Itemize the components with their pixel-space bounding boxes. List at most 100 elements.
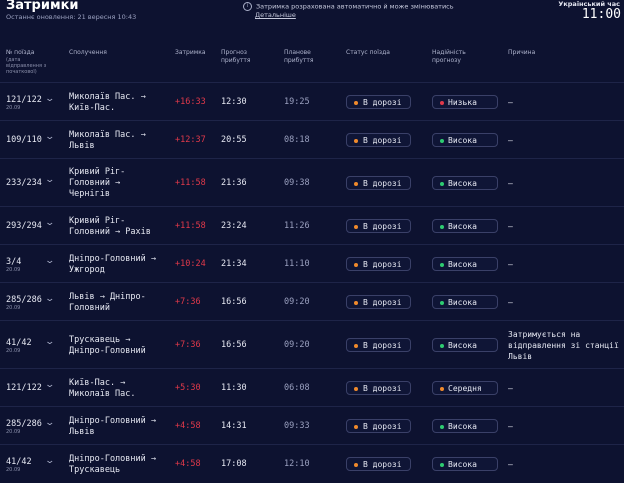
route: Миколаїв Пас. → Київ-Пас. — [69, 92, 146, 113]
status-text: В дорозі — [363, 179, 402, 188]
col-planned-header: Планове прибуття — [284, 49, 314, 64]
reason: — — [508, 298, 513, 307]
status-dot — [354, 344, 358, 348]
reliability-dot — [440, 387, 444, 391]
planned-value: 09:33 — [284, 421, 310, 431]
reliability-badge: Низька — [432, 95, 498, 109]
reason: — — [508, 222, 513, 231]
eta-value: 21:34 — [221, 259, 247, 269]
status-badge: В дорозі — [346, 176, 411, 190]
train-number: 285/286 — [6, 295, 42, 305]
planned-value: 19:25 — [284, 97, 310, 107]
table-row[interactable]: 285/286 20.09 ⌄ Львів → Дніпро-Головний +7:3… — [0, 282, 624, 321]
info-icon: i — [243, 2, 252, 11]
eta-value: 14:31 — [221, 421, 247, 431]
route: Дніпро-Головний → Львів — [69, 416, 156, 437]
reliability-dot — [440, 101, 444, 105]
reliability-dot — [440, 139, 444, 143]
delay-value: +7:36 — [175, 297, 201, 307]
train-date: 20.09 — [6, 467, 21, 473]
status-badge: В дорозі — [346, 257, 411, 271]
reason: Затримується на відправлення зі станції … — [508, 330, 619, 361]
last-updated: Останнє оновлення: 21 вересня 10:43 — [6, 13, 137, 21]
table-row[interactable]: 109/110 ⌄ Миколаїв Пас. → Львів +12:37 20:55… — [0, 120, 624, 159]
status-badge: В дорозі — [346, 381, 411, 395]
table-row[interactable]: 233/234 ⌄ Кривий Ріг-Головний → Чернігів +1… — [0, 158, 624, 207]
train-date: 20.09 — [6, 305, 21, 311]
planned-value: 11:26 — [284, 221, 310, 231]
reliability-text: Висока — [448, 260, 477, 269]
route: Дніпро-Головний → Трускавець — [69, 454, 156, 475]
clock-time: 11:00 — [581, 7, 621, 22]
reliability-badge: Висока — [432, 457, 498, 471]
delay-value: +4:58 — [175, 459, 201, 469]
chevron-down-icon[interactable]: ⌄ — [44, 132, 56, 142]
status-text: В дорозі — [363, 460, 402, 469]
reliability-dot — [440, 301, 444, 305]
reason: — — [508, 98, 513, 107]
reliability-badge: Висока — [432, 338, 498, 352]
status-text: В дорозі — [363, 136, 402, 145]
status-dot — [354, 101, 358, 105]
delay-value: +5:30 — [175, 383, 201, 393]
chevron-down-icon[interactable]: ⌄ — [44, 294, 56, 304]
reliability-text: Висока — [448, 460, 477, 469]
chevron-down-icon[interactable]: ⌄ — [44, 175, 56, 185]
table-row[interactable]: 285/286 20.09 ⌄ Дніпро-Головний → Львів +4:5… — [0, 406, 624, 445]
col-route-header: Сполучення — [69, 49, 107, 56]
train-date: 20.09 — [6, 105, 21, 111]
delay-value: +11:58 — [175, 178, 206, 188]
details-link[interactable]: Детальніше — [255, 11, 296, 19]
chevron-down-icon[interactable]: ⌄ — [44, 380, 56, 390]
delay-value: +7:36 — [175, 340, 201, 350]
eta-value: 21:36 — [221, 178, 247, 188]
table-row[interactable]: 41/42 20.09 ⌄ Дніпро-Головний → Трускавець +… — [0, 444, 624, 483]
status-badge: В дорозі — [346, 133, 411, 147]
train-number: 233/234 — [6, 178, 42, 188]
col-delay-header: Затримка — [175, 49, 206, 56]
table-row[interactable]: 121/122 ⌄ Київ-Пас. → Миколаїв Пас. +5:30 11… — [0, 368, 624, 407]
chevron-down-icon[interactable]: ⌄ — [44, 256, 56, 266]
eta-value: 16:56 — [221, 297, 247, 307]
route: Трускавець → Дніпро-Головний — [69, 335, 146, 356]
delay-value: +4:58 — [175, 421, 201, 431]
chevron-down-icon[interactable]: ⌄ — [44, 94, 56, 104]
status-badge: В дорозі — [346, 95, 411, 109]
table-row[interactable]: 121/122 20.09 ⌄ Миколаїв Пас. → Київ-Пас. +1… — [0, 82, 624, 121]
table-row[interactable]: 293/294 ⌄ Кривий Ріг-Головний → Рахів +11:5… — [0, 206, 624, 245]
col-reliability-header: Надійність прогнозу — [432, 49, 466, 64]
page-title: Затримки — [6, 0, 79, 13]
train-number: 109/110 — [6, 135, 42, 145]
train-number: 293/294 — [6, 221, 42, 231]
planned-value: 11:10 — [284, 259, 310, 269]
status-text: В дорозі — [363, 298, 402, 307]
reason: — — [508, 384, 513, 393]
eta-value: 20:55 — [221, 135, 247, 145]
table-row[interactable]: 41/42 20.09 ⌄ Трускавець → Дніпро-Головний +… — [0, 320, 624, 369]
reliability-dot — [440, 225, 444, 229]
reliability-badge: Середня — [432, 381, 498, 395]
chevron-down-icon[interactable]: ⌄ — [44, 218, 56, 228]
chevron-down-icon[interactable]: ⌄ — [44, 456, 56, 466]
status-dot — [354, 387, 358, 391]
planned-value: 09:20 — [284, 297, 310, 307]
table-row[interactable]: 3/4 20.09 ⌄ Дніпро-Головний → Ужгород +10:24… — [0, 244, 624, 283]
train-date: 20.09 — [6, 429, 21, 435]
status-text: В дорозі — [363, 422, 402, 431]
chevron-down-icon[interactable]: ⌄ — [44, 337, 56, 347]
reliability-badge: Висока — [432, 419, 498, 433]
reliability-text: Середня — [448, 384, 482, 393]
status-dot — [354, 263, 358, 267]
reason: — — [508, 136, 513, 145]
route: Кривий Ріг-Головний → Чернігів — [69, 167, 126, 199]
col-train-title: № поїзда — [6, 49, 35, 56]
delay-notice: i Затримка розрахована автоматично й може… — [243, 2, 454, 11]
reliability-text: Висока — [448, 298, 477, 307]
eta-value: 12:30 — [221, 97, 247, 107]
reliability-dot — [440, 182, 444, 186]
chevron-down-icon[interactable]: ⌄ — [44, 418, 56, 428]
col-status-header: Статус поїзда — [346, 49, 390, 56]
col-eta-header: Прогноз прибуття — [221, 49, 251, 64]
reliability-dot — [440, 263, 444, 267]
reliability-text: Висока — [448, 136, 477, 145]
